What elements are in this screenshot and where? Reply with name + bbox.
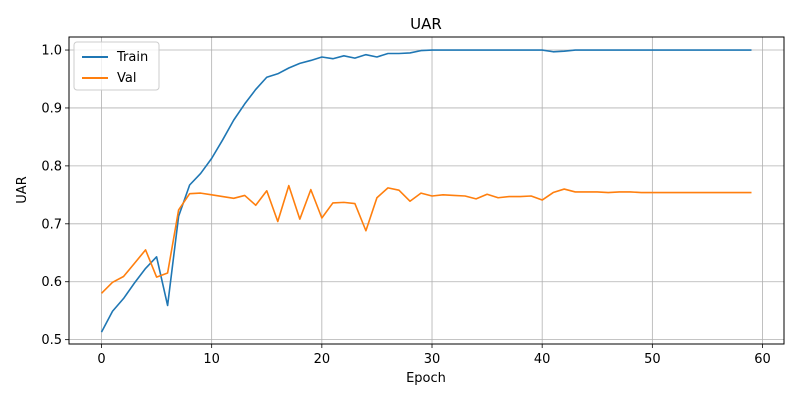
x-tick-label: 40 (534, 352, 551, 367)
y-tick-label: 0.5 (41, 333, 62, 348)
grid (69, 37, 784, 344)
x-tick-label: 60 (754, 352, 771, 367)
x-axis-label: Epoch (406, 371, 446, 386)
legend-label-train: Train (116, 50, 148, 65)
y-axis-label: UAR (15, 176, 30, 203)
plot-frame (68, 36, 785, 345)
y-axis-ticks: 0.5 0.6 0.7 0.8 0.9 1.0 (41, 44, 69, 348)
x-tick-label: 50 (644, 352, 661, 367)
series-line-val (100, 184, 752, 294)
legend: Train Val (73, 41, 160, 91)
x-axis-ticks: 0 10 20 30 40 50 60 (97, 344, 771, 367)
x-tick-label: 20 (314, 352, 331, 367)
series-line-train (100, 49, 752, 333)
y-tick-label: 0.8 (41, 159, 62, 174)
x-tick-label: 30 (424, 352, 441, 367)
y-tick-label: 0.7 (41, 217, 62, 232)
x-tick-label: 10 (203, 352, 220, 367)
y-tick-label: 0.9 (41, 101, 62, 116)
legend-label-val: Val (117, 71, 136, 86)
y-tick-label: 0.6 (41, 275, 62, 290)
chart-title: UAR (410, 15, 442, 33)
x-tick-label: 0 (97, 352, 105, 367)
series-lines (100, 49, 752, 333)
y-tick-label: 1.0 (41, 44, 62, 59)
